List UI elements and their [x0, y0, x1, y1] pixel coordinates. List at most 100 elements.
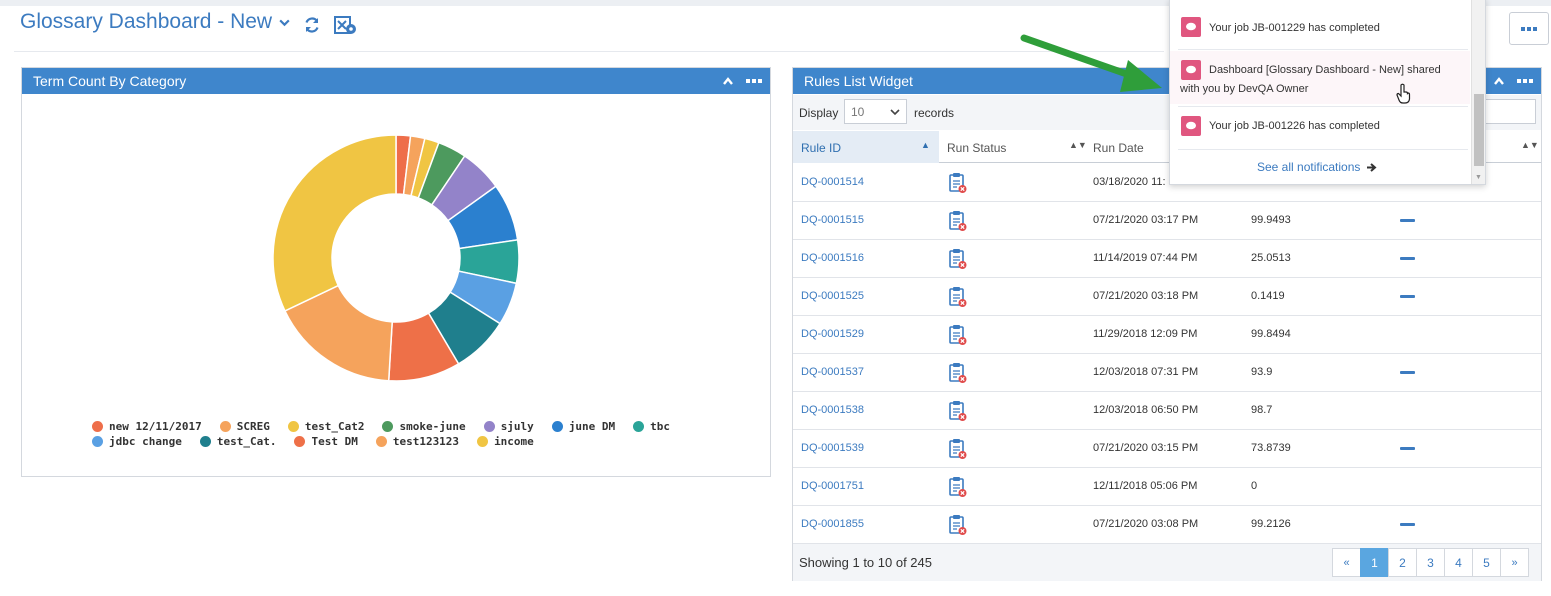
- table-row[interactable]: DQ-0001537 12/03/2018 07:31 PM 93.9: [793, 354, 1541, 392]
- search-input[interactable]: [1481, 99, 1536, 124]
- clipboard-error-icon[interactable]: [948, 362, 968, 384]
- dashboard-more-button[interactable]: [1509, 12, 1549, 45]
- chevron-down-icon: [890, 109, 900, 116]
- export-settings-icon[interactable]: [334, 16, 358, 36]
- term-count-widget: Term Count By Category new 12/11/2017 SCR…: [21, 67, 771, 477]
- column-run-status[interactable]: Run Status: [947, 141, 1007, 155]
- legend-swatch: [551, 421, 563, 432]
- pager-page-1[interactable]: 1: [1360, 548, 1389, 577]
- legend-item[interactable]: smoke-june: [382, 420, 466, 433]
- chat-bubble-icon: [1181, 60, 1201, 80]
- rule-id-link[interactable]: DQ-0001514: [801, 176, 864, 188]
- pager-page-3[interactable]: 3: [1416, 548, 1445, 577]
- table-row[interactable]: DQ-0001525 07/21/2020 03:18 PM 0.1419: [793, 278, 1541, 316]
- clipboard-error-icon[interactable]: [948, 400, 968, 422]
- donut-slice-income[interactable]: [272, 134, 397, 312]
- sort-icon[interactable]: ▲▼: [1521, 140, 1539, 150]
- pager-next-button[interactable]: »: [1500, 548, 1529, 577]
- notifications-dropdown: Your job JB-001229 has completed Dashboa…: [1169, 0, 1486, 185]
- chevron-up-icon[interactable]: [1493, 76, 1505, 86]
- page-size-select[interactable]: 10: [844, 99, 907, 124]
- scrollbar-thumb[interactable]: [1474, 94, 1484, 166]
- rule-id-link[interactable]: DQ-0001529: [801, 328, 864, 340]
- legend-swatch: [287, 421, 299, 432]
- legend-swatch: [375, 436, 387, 447]
- table-row[interactable]: DQ-0001529 11/29/2018 12:09 PM 99.8494: [793, 316, 1541, 354]
- notification-item[interactable]: Your job JB-001229 has completed: [1170, 10, 1470, 46]
- notification-item[interactable]: Your job JB-001226 has completed: [1170, 109, 1470, 145]
- score-value: 25.0513: [1251, 252, 1291, 264]
- chevron-down-icon[interactable]: [278, 16, 291, 29]
- rule-id-link[interactable]: DQ-0001537: [801, 366, 864, 378]
- more-dots-icon[interactable]: [746, 79, 762, 83]
- table-footer: Showing 1 to 10 of 245 «1 2 3 4 5»: [793, 544, 1541, 581]
- legend-label: test_Cat2: [304, 420, 365, 433]
- table-row[interactable]: DQ-0001514 03/18/2020 11:: [793, 164, 1541, 202]
- table-row[interactable]: DQ-0001539 07/21/2020 03:15 PM 73.8739: [793, 430, 1541, 468]
- rules-table-body: DQ-0001514 03/18/2020 11: DQ-0001515 07/21/…: [793, 164, 1541, 544]
- rule-id-link[interactable]: DQ-0001515: [801, 214, 864, 226]
- column-run-date[interactable]: Run Date: [1093, 141, 1144, 155]
- pager-first-button[interactable]: «: [1332, 548, 1361, 577]
- legend-item[interactable]: jdbc change: [92, 435, 182, 448]
- score-value: 0: [1251, 480, 1258, 492]
- clipboard-error-icon[interactable]: [948, 514, 968, 536]
- score-value: 99.9493: [1251, 214, 1291, 226]
- notification-item[interactable]: Dashboard [Glossary Dashboard - New] sha…: [1170, 51, 1470, 104]
- run-date: 07/21/2020 03:08 PM: [1093, 518, 1199, 530]
- pager-page-4[interactable]: 4: [1444, 548, 1473, 577]
- table-row[interactable]: DQ-0001516 11/14/2019 07:44 PM 25.0513: [793, 240, 1541, 278]
- legend-label: Test DM: [311, 435, 358, 448]
- table-row[interactable]: DQ-0001751 12/11/2018 05:06 PM 0: [793, 468, 1541, 506]
- legend-item[interactable]: new 12/11/2017: [92, 420, 202, 433]
- sort-asc-icon[interactable]: ▲: [921, 140, 930, 150]
- legend-item[interactable]: sjuly: [483, 420, 534, 433]
- page-size-value: 10: [851, 105, 865, 119]
- table-row[interactable]: DQ-0001538 12/03/2018 06:50 PM 98.7: [793, 392, 1541, 430]
- clipboard-error-icon[interactable]: [948, 438, 968, 460]
- clipboard-error-icon[interactable]: [948, 286, 968, 308]
- legend-item[interactable]: tbc: [633, 420, 670, 433]
- top-strip: [0, 0, 1551, 6]
- legend-item[interactable]: income: [477, 435, 534, 448]
- legend-item[interactable]: test_Cat.: [199, 435, 276, 448]
- pager-page-5[interactable]: 5: [1472, 548, 1501, 577]
- refresh-icon[interactable]: [303, 16, 321, 34]
- legend-swatch: [219, 421, 231, 432]
- legend-label: new 12/11/2017: [109, 420, 202, 433]
- rule-id-link[interactable]: DQ-0001539: [801, 442, 864, 454]
- rule-id-link[interactable]: DQ-0001751: [801, 480, 864, 492]
- chevron-up-icon[interactable]: [722, 76, 734, 86]
- clipboard-error-icon[interactable]: [948, 172, 968, 194]
- legend-item[interactable]: test123123: [375, 435, 459, 448]
- rule-id-link[interactable]: DQ-0001525: [801, 290, 864, 302]
- legend-item[interactable]: Test DM: [294, 435, 358, 448]
- clipboard-error-icon[interactable]: [948, 248, 968, 270]
- page-title[interactable]: Glossary Dashboard - New: [20, 10, 291, 34]
- clipboard-error-icon[interactable]: [948, 210, 968, 232]
- legend-item[interactable]: june DM: [551, 420, 616, 433]
- legend-label: june DM: [568, 420, 616, 433]
- rule-id-link[interactable]: DQ-0001538: [801, 404, 864, 416]
- clipboard-error-icon[interactable]: [948, 324, 968, 346]
- pager-page-2[interactable]: 2: [1388, 548, 1417, 577]
- more-dots-icon[interactable]: [1517, 79, 1533, 83]
- legend-item[interactable]: test_Cat2: [287, 420, 365, 433]
- column-rule-id[interactable]: Rule ID: [801, 141, 842, 155]
- trend-dash-icon: [1400, 219, 1415, 222]
- rule-id-link[interactable]: DQ-0001516: [801, 252, 864, 264]
- rule-id-link[interactable]: DQ-0001855: [801, 518, 864, 530]
- table-row[interactable]: DQ-0001515 07/21/2020 03:17 PM 99.9493: [793, 202, 1541, 240]
- score-value: 98.7: [1251, 404, 1273, 416]
- notifications-scrollbar[interactable]: ▼: [1471, 0, 1485, 184]
- see-all-notifications-link[interactable]: See all notifications: [1257, 160, 1377, 174]
- legend-item[interactable]: SCREG: [219, 420, 270, 433]
- sort-icon[interactable]: ▲▼: [1069, 140, 1087, 150]
- legend-swatch: [382, 421, 394, 432]
- clipboard-error-icon[interactable]: [948, 476, 968, 498]
- records-label: records: [914, 106, 955, 120]
- table-row[interactable]: DQ-0001855 07/21/2020 03:08 PM 99.2126: [793, 506, 1541, 544]
- legend-swatch: [483, 421, 495, 432]
- table-header: Rule ID ▲ Run Status ▲▼ Run Date ▲▼: [793, 131, 1541, 163]
